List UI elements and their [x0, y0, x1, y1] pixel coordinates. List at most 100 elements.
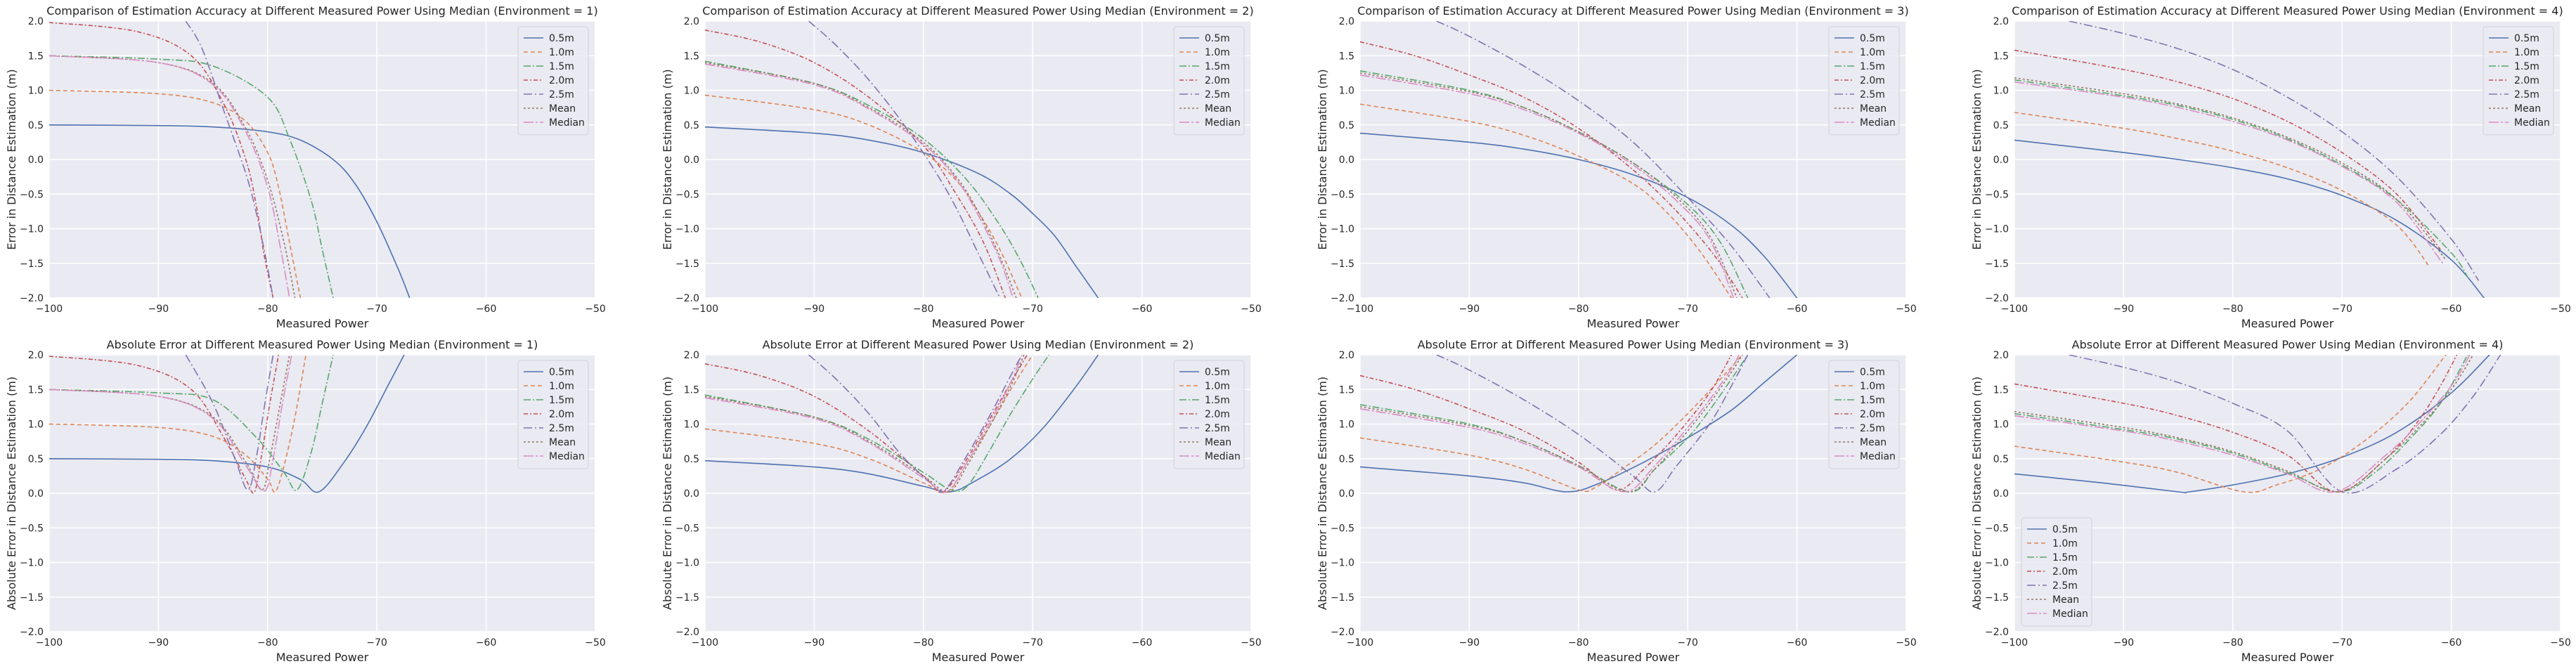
y-tick-label: −1.5: [1985, 592, 2009, 604]
x-tick-label: −100: [692, 304, 718, 315]
legend-label: 2.5m: [1860, 423, 1885, 434]
y-tick-label: −2.0: [20, 293, 44, 304]
x-tick-label: −80: [2222, 637, 2244, 649]
y-tick-label: −2.0: [1331, 293, 1354, 304]
x-axis-label: Measured Power: [1587, 651, 1680, 664]
x-tick-label: −100: [1347, 637, 1373, 649]
legend-label: Mean: [1860, 437, 1886, 448]
y-tick-label: −1.0: [20, 558, 44, 569]
series-line-median: [2014, 81, 2443, 264]
y-tick-label: 2.0: [1993, 350, 2009, 361]
legend-frame: [517, 26, 589, 136]
x-tick-label: −60: [1132, 304, 1153, 315]
y-tick-label: 1.5: [1339, 51, 1354, 62]
x-tick-label: −50: [1241, 304, 1262, 315]
legend-frame: [1828, 26, 1900, 136]
x-tick-label: −60: [476, 637, 497, 649]
y-tick-label: 2.0: [1339, 350, 1354, 361]
chart-panel-6: −100 −90 −80 −70 −60 −50 −2.0 −1.5 −1.0 −0.5 0.0 0.…: [661, 338, 1262, 664]
legend-label: Median: [2514, 117, 2550, 129]
y-tick-label: 0.5: [684, 454, 699, 465]
x-tick-label: −90: [2114, 304, 2135, 315]
x-tick-label: −80: [2222, 304, 2244, 315]
series-line-2.5m: [2069, 355, 2501, 494]
x-tick-label: −70: [366, 637, 387, 649]
series-line-2.0m: [1360, 355, 1733, 490]
y-tick-label: 0.5: [1993, 454, 2009, 465]
y-tick-label: −1.5: [20, 259, 44, 270]
x-tick-label: −70: [2331, 304, 2352, 315]
series-line-median: [49, 55, 290, 298]
y-tick-label: 0.5: [1993, 120, 2009, 131]
x-tick-label: −60: [2441, 304, 2462, 315]
y-tick-label: 1.5: [684, 384, 699, 396]
series-line-1.5m: [49, 55, 334, 298]
x-tick-label: −100: [2001, 637, 2028, 649]
y-tick-label: 1.0: [28, 86, 44, 97]
x-tick-label: −70: [2331, 637, 2352, 649]
series-line-1.5m: [2014, 79, 2468, 278]
y-tick-label: −2.0: [1331, 627, 1354, 638]
y-tick-label: −0.5: [1331, 189, 1354, 200]
series-line-median: [49, 355, 292, 492]
y-axis-label: Error in Distance Estimation (m): [661, 69, 674, 249]
y-tick-label: −1.5: [1985, 259, 2009, 270]
legend-label: 1.5m: [549, 61, 574, 72]
y-axis-label: Absolute Error in Distance Estimation (m…: [1970, 377, 1983, 610]
chart-title: Comparison of Estimation Accuracy at Dif…: [1357, 4, 1908, 18]
legend: 0.5m 1.0m 1.5m 2.0m 2.5m Mean Median: [1828, 26, 1900, 136]
series-line-mean: [705, 62, 1017, 298]
y-tick-label: 2.0: [684, 16, 699, 27]
series-group: [49, 21, 410, 298]
y-tick-label: 1.5: [1993, 384, 2009, 396]
x-tick-label: −60: [476, 304, 497, 315]
series-line-mean: [705, 355, 1025, 493]
series-group: [705, 21, 1099, 298]
legend-label: Mean: [549, 437, 576, 448]
y-tick-label: −1.5: [675, 259, 699, 270]
legend-label: 1.0m: [2514, 47, 2539, 58]
x-tick-label: −90: [148, 304, 169, 315]
legend-label: 0.5m: [1860, 367, 1885, 378]
x-tick-label: −90: [804, 637, 825, 649]
series-line-2.0m: [1360, 41, 1743, 298]
legend-label: 2.0m: [549, 409, 574, 420]
y-tick-label: 0.0: [1339, 155, 1354, 166]
x-tick-label: −90: [1459, 304, 1480, 315]
legend-label: Median: [1860, 117, 1896, 129]
series-line-1.0m: [1360, 103, 1733, 298]
legend-label: Mean: [2052, 594, 2079, 606]
series-line-1.0m: [49, 89, 302, 298]
x-tick-label: −80: [257, 304, 278, 315]
y-axis-label: Error in Distance Estimation (m): [5, 69, 18, 249]
y-tick-label: −1.5: [1331, 592, 1354, 604]
series-group: [705, 355, 1099, 494]
y-axis-label: Absolute Error in Distance Estimation (m…: [5, 377, 18, 610]
y-axis-label: Error in Distance Estimation (m): [1970, 69, 1983, 249]
x-tick-label: −80: [257, 637, 278, 649]
legend-label: 2.0m: [1860, 409, 1885, 420]
legend-label: 0.5m: [2514, 33, 2539, 44]
x-tick-label: −90: [1459, 637, 1480, 649]
legend: 0.5m 1.0m 1.5m 2.0m 2.5m Mean Median: [1173, 360, 1245, 469]
chart-panel-4: −100 −90 −80 −70 −60 −50 −2.0 −1.5 −1.0 −0.5 0.0 0.…: [1970, 4, 2571, 330]
x-tick-label: −70: [1022, 637, 1043, 649]
y-tick-label: 0.5: [684, 120, 699, 131]
legend-label: 1.5m: [1860, 61, 1885, 72]
y-tick-label: 1.5: [684, 51, 699, 62]
x-tick-label: −90: [148, 637, 169, 649]
y-tick-label: −0.5: [20, 189, 44, 200]
x-tick-label: −80: [1568, 304, 1589, 315]
y-tick-label: −1.0: [1985, 558, 2009, 569]
legend-label: 2.0m: [1205, 409, 1230, 420]
x-axis-label: Measured Power: [2241, 317, 2334, 330]
series-line-0.5m: [2014, 139, 2485, 298]
x-tick-label: −80: [1568, 637, 1589, 649]
x-tick-label: −100: [36, 304, 63, 315]
y-tick-label: −1.5: [675, 592, 699, 604]
y-tick-label: 0.5: [28, 120, 44, 131]
legend-frame: [1173, 26, 1245, 136]
series-line-median: [705, 63, 1014, 298]
legend-label: 0.5m: [1860, 33, 1885, 44]
